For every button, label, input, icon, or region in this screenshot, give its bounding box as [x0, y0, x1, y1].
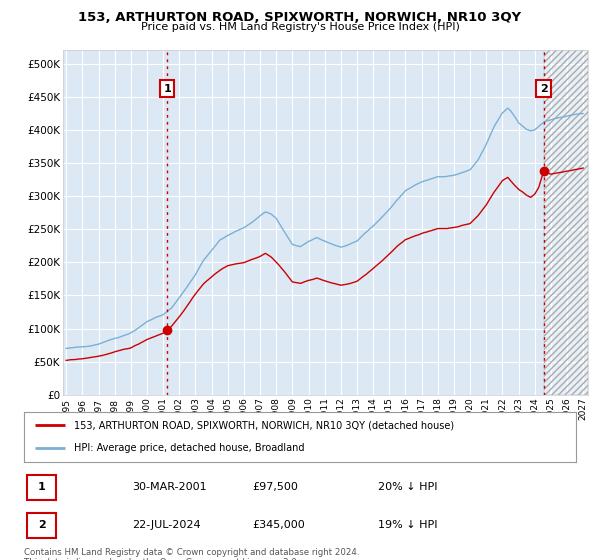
Text: 20% ↓ HPI: 20% ↓ HPI [378, 482, 437, 492]
Text: Contains HM Land Registry data © Crown copyright and database right 2024.
This d: Contains HM Land Registry data © Crown c… [24, 548, 359, 560]
Text: 153, ARTHURTON ROAD, SPIXWORTH, NORWICH, NR10 3QY (detached house): 153, ARTHURTON ROAD, SPIXWORTH, NORWICH,… [74, 420, 454, 430]
Text: 2: 2 [540, 84, 547, 94]
Text: 19% ↓ HPI: 19% ↓ HPI [378, 520, 437, 530]
Text: 22-JUL-2024: 22-JUL-2024 [132, 520, 200, 530]
Bar [544, 50, 588, 395]
Text: 2: 2 [38, 520, 46, 530]
Text: 1: 1 [163, 84, 171, 94]
Text: £345,000: £345,000 [252, 520, 305, 530]
Text: 153, ARTHURTON ROAD, SPIXWORTH, NORWICH, NR10 3QY: 153, ARTHURTON ROAD, SPIXWORTH, NORWICH,… [79, 11, 521, 24]
Bar [544, 50, 588, 395]
Bar [544, 50, 588, 395]
Text: £97,500: £97,500 [252, 482, 298, 492]
Text: HPI: Average price, detached house, Broadland: HPI: Average price, detached house, Broa… [74, 444, 304, 454]
Text: 1: 1 [38, 482, 46, 492]
Text: 30-MAR-2001: 30-MAR-2001 [132, 482, 206, 492]
Text: Price paid vs. HM Land Registry's House Price Index (HPI): Price paid vs. HM Land Registry's House … [140, 22, 460, 32]
